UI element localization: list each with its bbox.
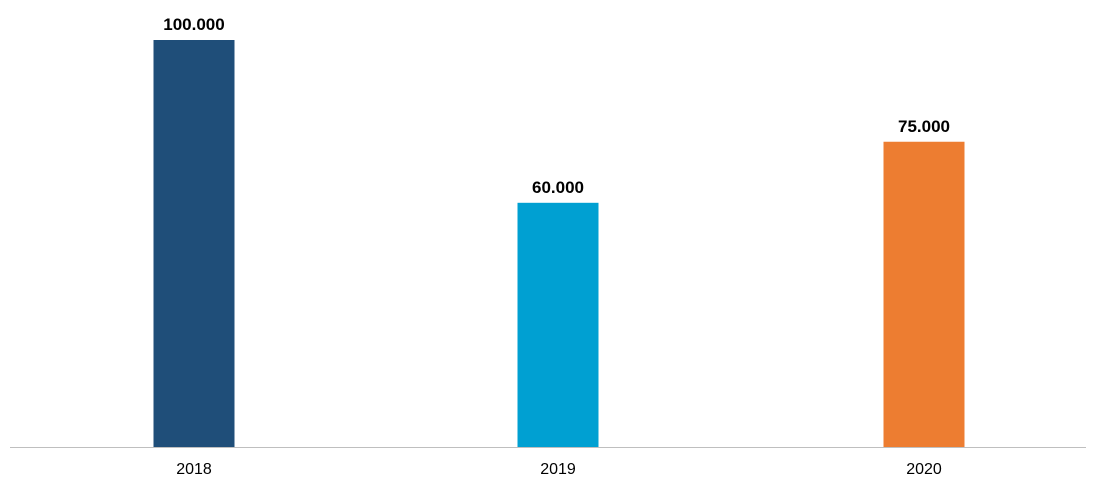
bar-2019 xyxy=(517,202,599,447)
bars-layer xyxy=(153,40,965,447)
bar-2018 xyxy=(153,40,235,447)
x-tick-labels-layer: 2018 2019 2020 xyxy=(176,461,942,477)
x-tick-label-2020: 2020 xyxy=(906,461,942,477)
x-tick-label-2019: 2019 xyxy=(540,461,576,477)
bar-2020 xyxy=(883,141,965,447)
bar-value-label-2020: 75.000 xyxy=(898,117,950,136)
bar-value-label-2018: 100.000 xyxy=(163,15,224,34)
value-labels-layer: 100.000 60.000 75.000 xyxy=(163,15,950,197)
x-tick-label-2018: 2018 xyxy=(176,461,212,477)
bar-value-label-2019: 60.000 xyxy=(532,178,584,197)
